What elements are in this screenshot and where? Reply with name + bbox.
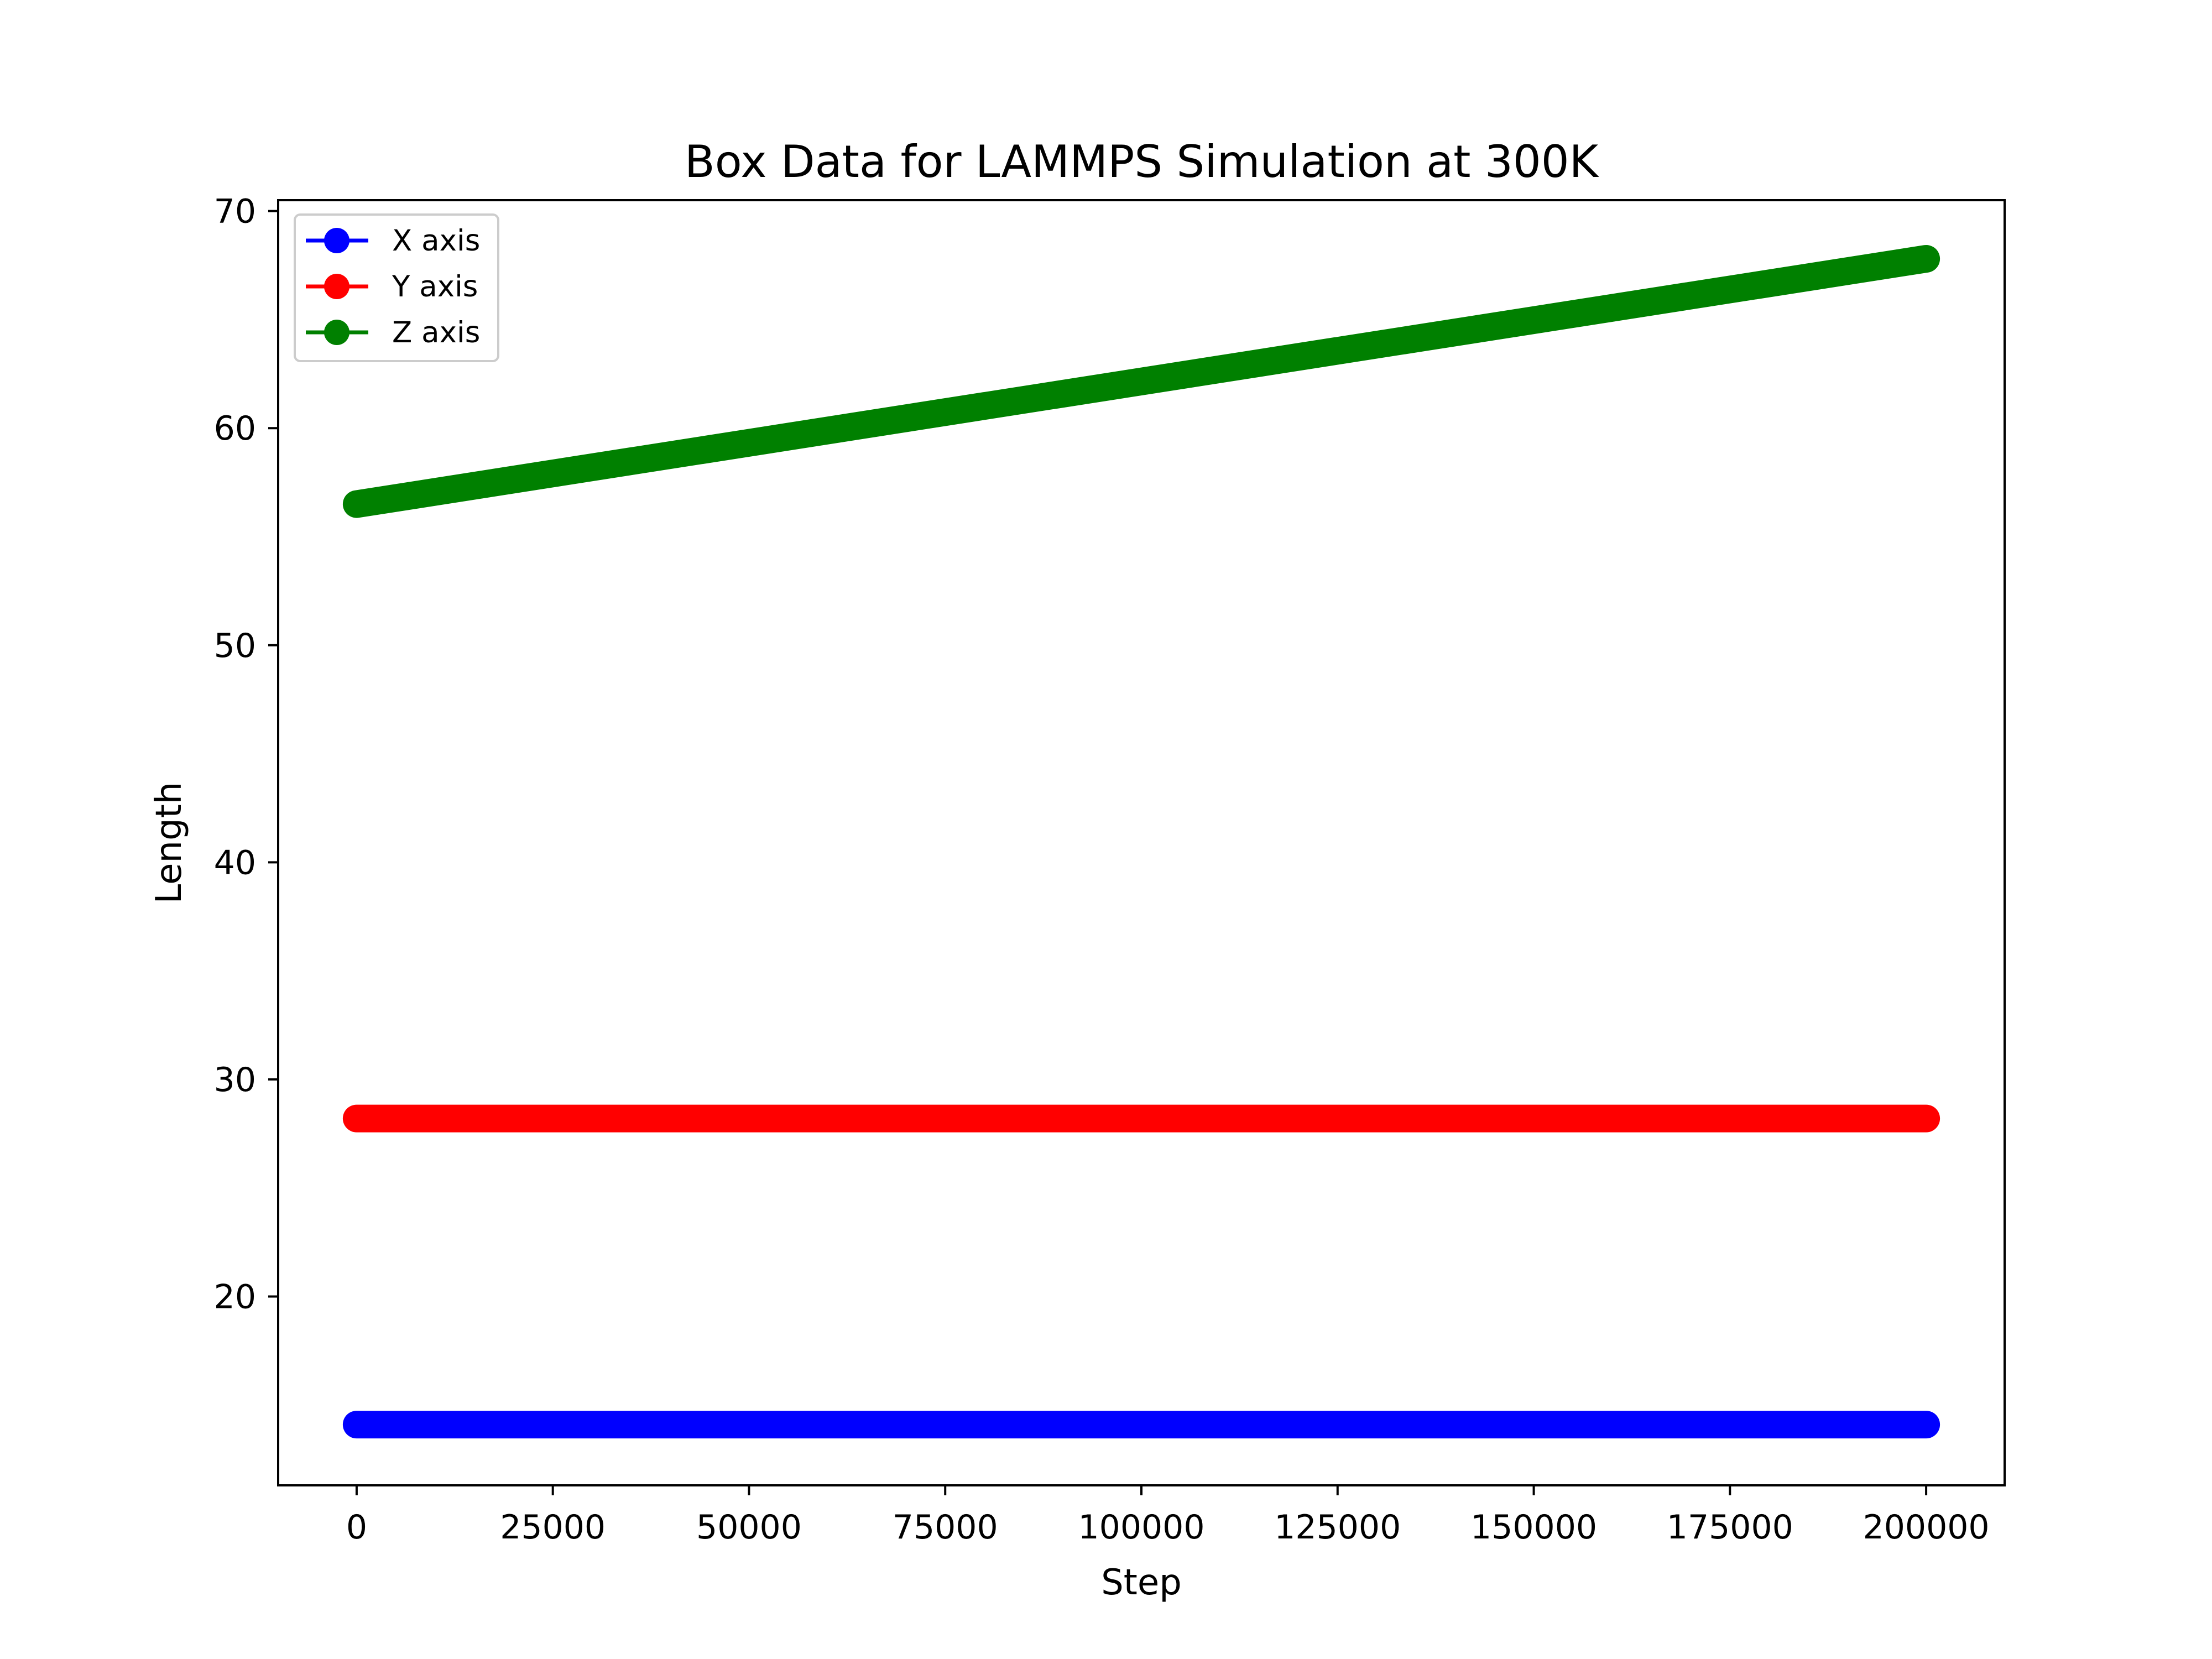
x-tick-label: 25000 — [500, 1508, 606, 1547]
x-tick-label: 100000 — [1078, 1508, 1204, 1547]
y-tick-label: 60 — [214, 409, 256, 448]
legend: X axis Y axis Z axis — [294, 213, 499, 362]
x-axis-label: Step — [1101, 1562, 1182, 1603]
legend-label-x-axis: X axis — [392, 224, 480, 258]
y-tick-label: 70 — [214, 192, 256, 231]
x-tick-label: 175000 — [1667, 1508, 1793, 1547]
legend-marker-y-axis — [324, 274, 349, 299]
y-axis-ticks: 20 30 40 50 60 70 — [214, 192, 278, 1316]
legend-label-z-axis: Z axis — [392, 316, 480, 349]
legend-item-z-axis: Z axis — [306, 316, 480, 349]
y-tick-label: 20 — [214, 1277, 256, 1316]
legend-item-y-axis: Y axis — [306, 270, 478, 304]
chart-title: Box Data for LAMMPS Simulation at 300K — [685, 136, 1600, 187]
y-axis-label: Length — [149, 782, 190, 904]
x-tick-label: 50000 — [696, 1508, 802, 1547]
x-tick-label: 200000 — [1863, 1508, 1990, 1547]
x-tick-label: 125000 — [1274, 1508, 1401, 1547]
y-tick-label: 50 — [214, 627, 256, 665]
x-tick-label: 75000 — [893, 1508, 998, 1547]
x-tick-label: 150000 — [1470, 1508, 1597, 1547]
legend-marker-x-axis — [324, 228, 349, 253]
legend-item-x-axis: X axis — [306, 224, 480, 258]
y-tick-label: 40 — [214, 843, 256, 882]
series-layer — [342, 245, 1940, 1439]
y-tick-label: 30 — [214, 1061, 256, 1099]
legend-label-y-axis: Y axis — [392, 270, 478, 304]
legend-marker-z-axis — [324, 320, 349, 345]
series-line-z-axis — [342, 245, 1940, 518]
plot-area-frame — [277, 199, 2006, 1486]
x-tick-label: 0 — [346, 1508, 367, 1547]
x-axis-ticks: 0 25000 50000 75000 100000 125000 150000 175000… — [346, 1485, 1990, 1547]
